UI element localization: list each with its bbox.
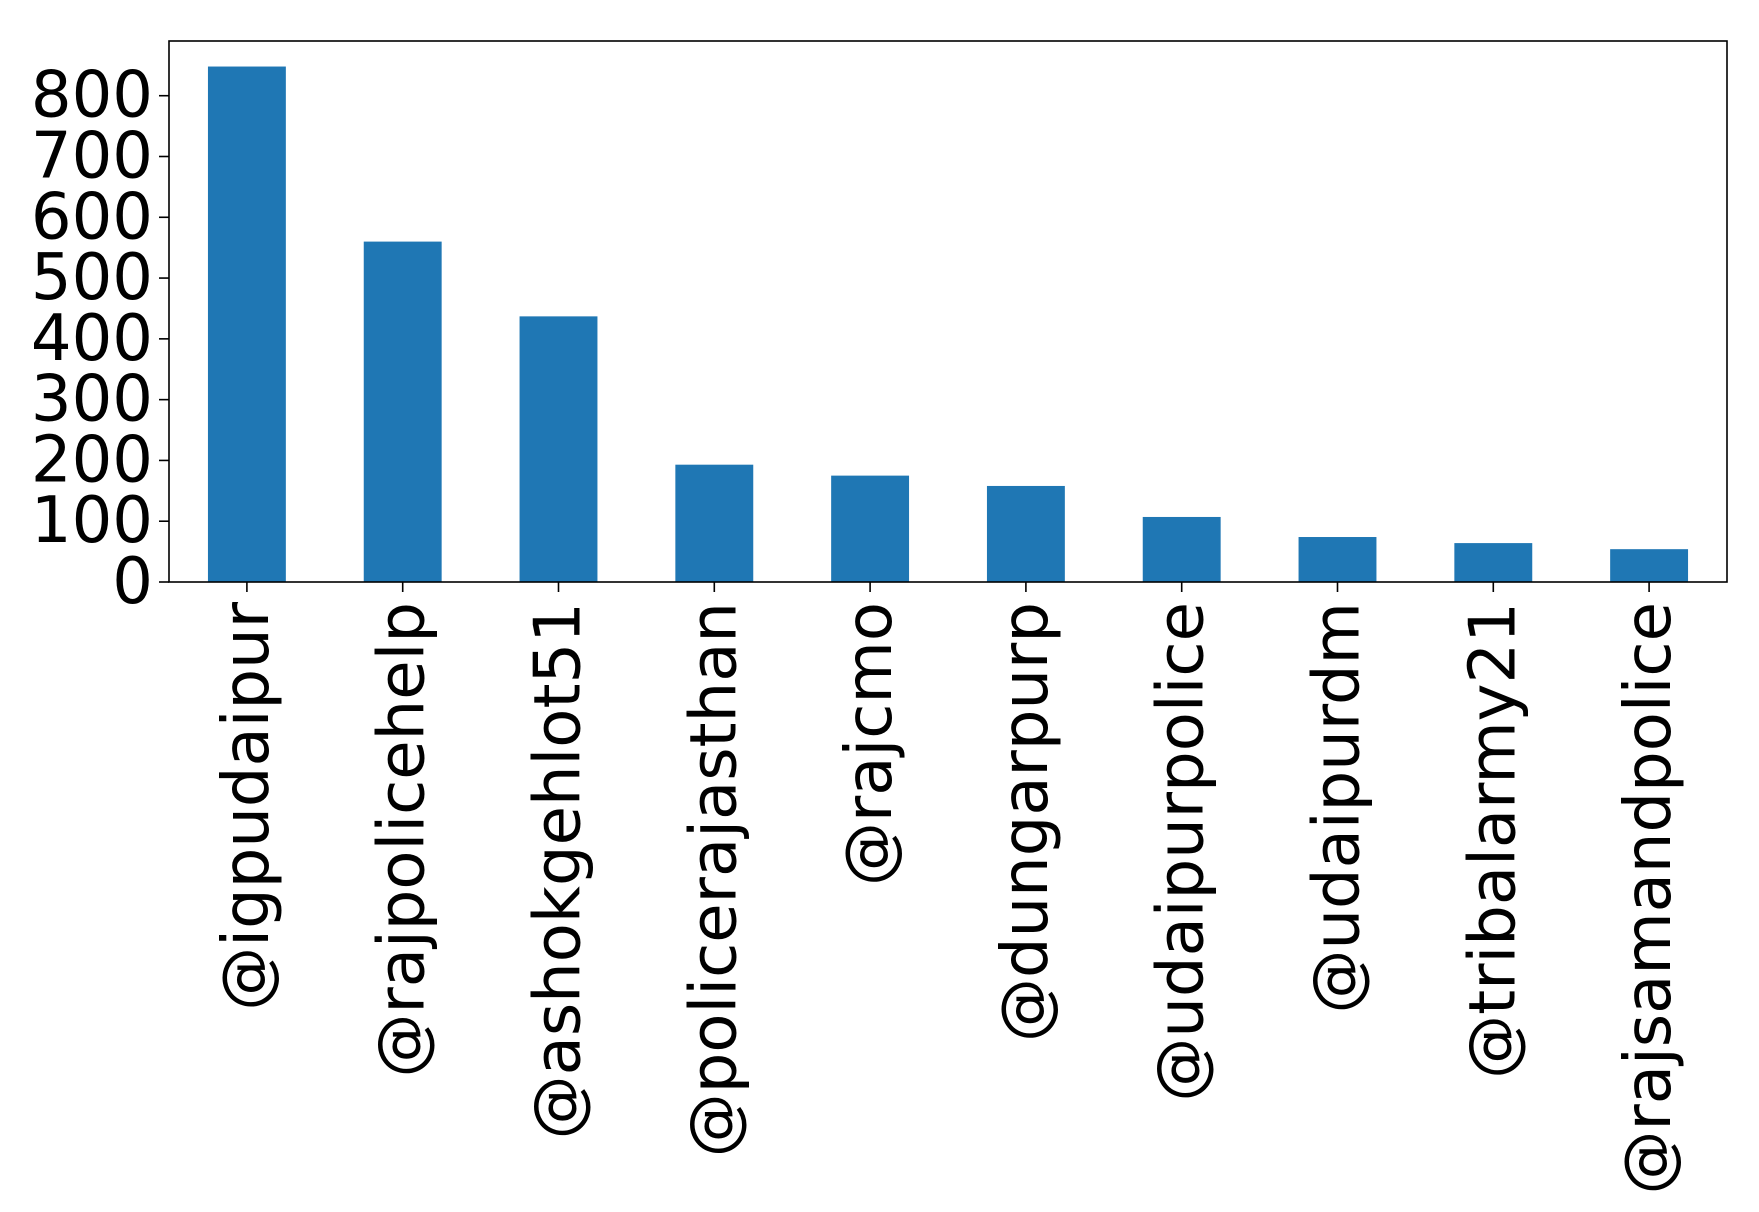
x-tick-label: @tribalarmy21 <box>1456 602 1530 1079</box>
bar-igpudaipur <box>207 66 286 582</box>
x-tick-label: @rajsamandpolice <box>1612 602 1686 1195</box>
bar-rajsamandpolice <box>1610 549 1689 582</box>
bar-rajcmo <box>831 475 910 582</box>
y-tick-label: 0 <box>112 545 153 619</box>
bar-policerajasthan <box>675 464 754 582</box>
y-tick-label: 400 <box>31 302 153 376</box>
y-tick-label: 500 <box>31 241 153 315</box>
x-tick-label: @rajcmo <box>833 602 907 886</box>
y-tick-label: 600 <box>31 180 153 254</box>
x-tick-label: @dungarpurp <box>989 602 1063 1042</box>
bar-dungarpurp <box>986 485 1065 582</box>
bars-layer <box>207 66 1689 582</box>
y-tick-label: 800 <box>31 59 153 133</box>
x-tick-label: @rajpolicehelp <box>366 602 440 1078</box>
x-tick-label: @igpudaipur <box>210 601 284 1010</box>
x-tick-label: @udaipurpolice <box>1145 602 1219 1102</box>
bar-udaipurpolice <box>1142 516 1221 582</box>
x-axis: @igpudaipur @rajpolicehelp @ashokgehlot51 @… <box>210 582 1686 1195</box>
x-tick-label: @ashokgehlot51 <box>522 602 596 1139</box>
plot-frame <box>168 40 1728 583</box>
bar-rajpolicehelp <box>363 241 442 582</box>
y-tick-label: 300 <box>31 363 153 437</box>
y-tick-label: 100 <box>31 484 153 558</box>
bar-udaipurdm <box>1298 537 1377 582</box>
x-tick-label: @udaipurdm <box>1301 602 1375 1014</box>
x-tick-label: @policerajasthan <box>677 602 751 1157</box>
y-tick-label: 200 <box>31 423 153 497</box>
y-tick-label: 700 <box>31 119 153 193</box>
bar-tribalarmy21 <box>1454 543 1533 582</box>
bar-ashokgehlot51 <box>519 316 598 582</box>
